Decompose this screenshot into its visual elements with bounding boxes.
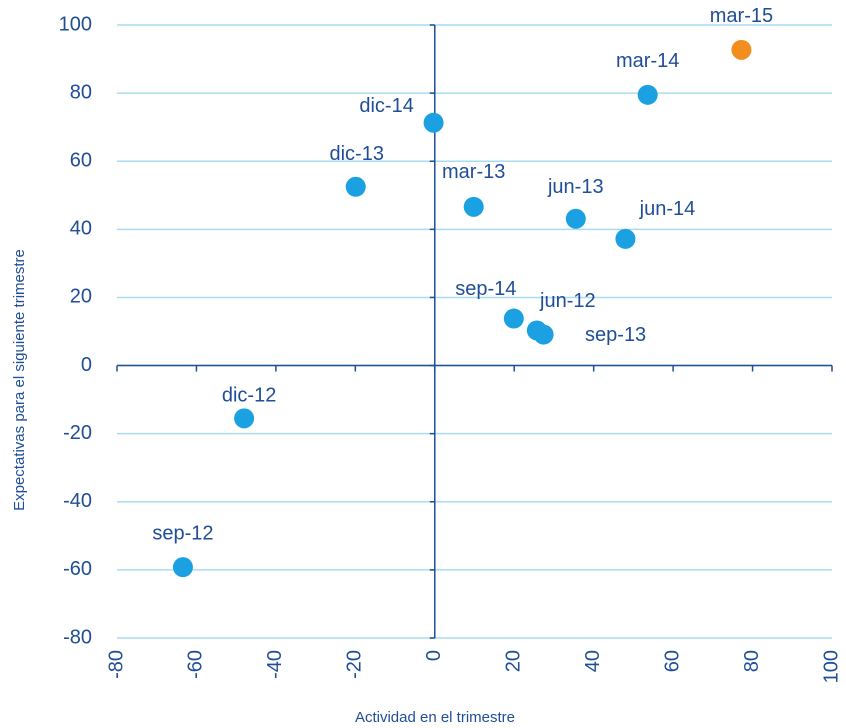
point-label: jun-12 xyxy=(539,290,596,312)
x-tick-label: 60 xyxy=(661,650,683,672)
x-tick-label: -40 xyxy=(264,650,286,679)
y-tick-label: -80 xyxy=(63,626,92,648)
x-tick-label: 100 xyxy=(820,650,842,683)
point xyxy=(731,39,752,60)
point xyxy=(423,112,444,133)
y-tick-label: 60 xyxy=(70,150,92,172)
y-tick-label: 40 xyxy=(70,218,92,240)
point-label: sep-14 xyxy=(455,278,516,300)
y-tick-label: -40 xyxy=(63,490,92,512)
x-tick-label: 20 xyxy=(503,650,525,672)
point xyxy=(234,408,255,429)
point-label: mar-14 xyxy=(616,50,679,72)
point xyxy=(503,308,524,329)
y-tick-label: 0 xyxy=(81,354,92,376)
x-axis-title: Actividad en el trimestre xyxy=(355,709,515,726)
x-tick-label: -80 xyxy=(105,650,127,679)
y-tick-label: 20 xyxy=(70,286,92,308)
point xyxy=(615,228,636,249)
point-label: dic-14 xyxy=(359,95,413,117)
y-tick-label: 100 xyxy=(59,13,92,35)
y-tick-label: -20 xyxy=(63,422,92,444)
x-tick-label: 80 xyxy=(741,650,763,672)
point-label: dic-13 xyxy=(329,143,383,165)
point xyxy=(637,84,658,105)
y-tick-label: -60 xyxy=(63,558,92,580)
y-tick-label: 80 xyxy=(70,81,92,103)
point-label: sep-12 xyxy=(152,522,213,544)
x-tick-label: 40 xyxy=(582,650,604,672)
x-tick-label: 0 xyxy=(423,650,445,661)
point-label: jun-13 xyxy=(547,176,604,198)
point-label: mar-13 xyxy=(442,161,505,183)
point-label: dic-12 xyxy=(222,385,276,407)
point-label: mar-15 xyxy=(710,5,773,27)
point xyxy=(565,208,586,229)
x-tick-label: -20 xyxy=(344,650,366,679)
y-axis-title: Expectativas para el siguiente trimestre xyxy=(11,249,28,511)
x-tick-label: -60 xyxy=(185,650,207,679)
point-label: sep-13 xyxy=(585,324,646,346)
point xyxy=(345,176,366,197)
point xyxy=(172,557,193,578)
point xyxy=(526,320,547,341)
point-label: jun-14 xyxy=(639,198,696,220)
point xyxy=(463,196,484,217)
